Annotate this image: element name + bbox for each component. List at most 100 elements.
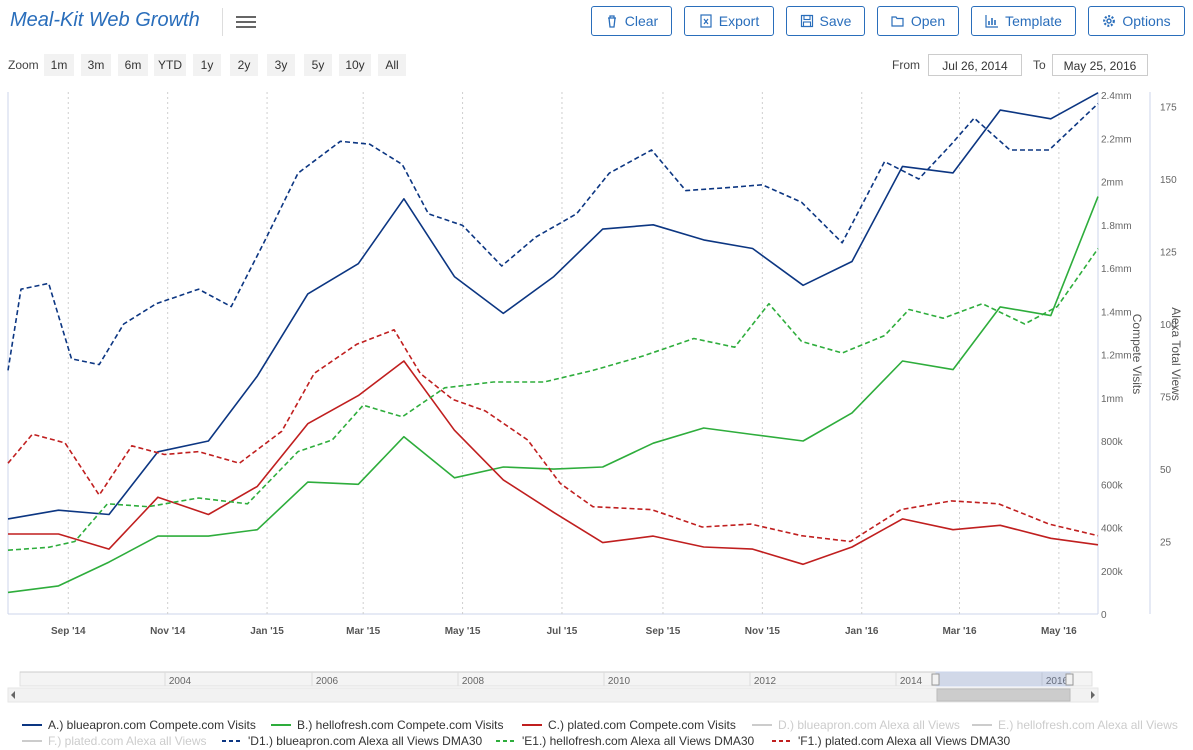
- legend-item-a[interactable]: A.) blueapron.com Compete.com Visits: [22, 718, 256, 732]
- legend-item-e-hidden[interactable]: E.) hellofresh.com Alexa all Views: [972, 718, 1178, 732]
- zoom-bar: Zoom 1m 3m 6m YTD 1y 2y 3y 5y 10y All Fr…: [0, 52, 1193, 78]
- legend-label: E.) hellofresh.com Alexa all Views: [998, 718, 1178, 732]
- top-bar: Meal-Kit Web Growth Clear Export Save Op…: [0, 0, 1193, 44]
- y-right-tick-label: 25: [1160, 538, 1172, 549]
- legend-label: 'F1.) plated.com Alexa all Views DMA30: [798, 734, 1011, 748]
- chart-legend: A.) blueapron.com Compete.com Visits B.)…: [0, 716, 1193, 750]
- x-tick-label: May '16: [1041, 626, 1077, 637]
- open-button-label: Open: [910, 13, 946, 29]
- y-left-tick-label: 400k: [1101, 524, 1124, 535]
- y-left-tick-label: 800k: [1101, 437, 1124, 448]
- navigator: 2004 2006 2008 2010 2012 2014 2016: [7, 671, 1099, 703]
- y-left-tick-label: 2mm: [1101, 178, 1123, 189]
- legend-item-d1[interactable]: 'D1.) blueapron.com Alexa all Views DMA3…: [222, 734, 482, 748]
- zoom-5y-button[interactable]: 5y: [304, 54, 332, 76]
- legend-label: 'D1.) blueapron.com Alexa all Views DMA3…: [248, 734, 483, 748]
- app-title: Meal-Kit Web Growth: [10, 9, 200, 31]
- legend-item-e1[interactable]: 'E1.) hellofresh.com Alexa all Views DMA…: [496, 734, 754, 748]
- legend-swatch: [522, 724, 542, 726]
- zoom-2y-button[interactable]: 2y: [230, 54, 258, 76]
- legend-item-f-hidden[interactable]: F.) plated.com Alexa all Views: [22, 734, 207, 748]
- x-tick-label: Jul '15: [547, 626, 578, 637]
- y-left-tick-label: 2.4mm: [1101, 91, 1132, 102]
- legend-item-b[interactable]: B.) hellofresh.com Compete.com Visits: [271, 718, 504, 732]
- legend-label: A.) blueapron.com Compete.com Visits: [48, 718, 256, 732]
- folder-open-icon: [891, 16, 904, 27]
- template-button-label: Template: [1005, 13, 1062, 29]
- trash-icon: [607, 15, 616, 28]
- y-left-axis-title: Compete Visits: [1130, 314, 1144, 394]
- x-tick-label: Nov '15: [745, 626, 781, 637]
- y-left-tick-label: 1.6mm: [1101, 264, 1132, 275]
- export-button-label: Export: [718, 13, 760, 29]
- export-button[interactable]: Export: [684, 6, 774, 36]
- legend-swatch: [271, 724, 291, 726]
- from-date-input[interactable]: Jul 26, 2014: [928, 54, 1022, 76]
- legend-swatch: [752, 724, 772, 726]
- x-tick-label: Jan '15: [250, 626, 284, 637]
- y-left-tick-label: 0: [1101, 610, 1107, 621]
- scroll-left-arrow-icon[interactable]: [11, 691, 15, 699]
- save-button-label: Save: [819, 13, 852, 29]
- zoom-ytd-button[interactable]: YTD: [154, 54, 186, 76]
- from-label: From: [892, 58, 920, 72]
- legend-item-d-hidden[interactable]: D.) blueapron.com Alexa all Views: [752, 718, 960, 732]
- options-button[interactable]: Options: [1088, 6, 1185, 36]
- x-tick-label: May '15: [445, 626, 481, 637]
- scrollbar-track: [7, 687, 1099, 703]
- legend-label: D.) blueapron.com Alexa all Views: [778, 718, 960, 732]
- series-line-2: [8, 360, 1099, 566]
- series-line-1: [7, 196, 1099, 594]
- legend-swatch: [772, 740, 792, 742]
- divider: [222, 8, 223, 36]
- navigator-right-handle[interactable]: [1065, 673, 1074, 686]
- navigator-year-label: 2008: [462, 676, 485, 687]
- legend-item-c[interactable]: C.) plated.com Compete.com Visits: [522, 718, 736, 732]
- clear-button[interactable]: Clear: [591, 6, 672, 36]
- y-right-tick-label: 50: [1160, 465, 1172, 476]
- legend-label: F.) plated.com Alexa all Views: [48, 734, 207, 748]
- navigator-selection[interactable]: [935, 671, 1071, 687]
- navigator-left-handle[interactable]: [931, 673, 940, 686]
- legend-swatch: [972, 724, 992, 726]
- series-line-3: [7, 103, 1099, 371]
- to-date-input[interactable]: May 25, 2016: [1052, 54, 1148, 76]
- zoom-6m-button[interactable]: 6m: [118, 54, 148, 76]
- legend-item-f1[interactable]: 'F1.) plated.com Alexa all Views DMA30: [772, 734, 1010, 748]
- to-label: To: [1033, 58, 1046, 72]
- navigator-year-label: 2006: [316, 676, 339, 687]
- save-button[interactable]: Save: [786, 6, 865, 36]
- scroll-right-arrow-icon[interactable]: [1091, 691, 1095, 699]
- y-right-tick-label: 125: [1160, 248, 1177, 259]
- zoom-10y-button[interactable]: 10y: [339, 54, 371, 76]
- series-line-5: [7, 329, 1099, 543]
- y-right-axis-title: Alexa Total Views: [1169, 307, 1183, 401]
- hamburger-menu-icon[interactable]: [236, 13, 256, 31]
- zoom-all-button[interactable]: All: [378, 54, 406, 76]
- gear-icon: [1103, 15, 1116, 27]
- y-left-tick-label: 200k: [1101, 567, 1124, 578]
- navigator-year-label: 2012: [754, 676, 777, 687]
- x-tick-label: Nov '14: [150, 626, 186, 637]
- x-tick-label: Mar '15: [346, 626, 381, 637]
- zoom-1y-button[interactable]: 1y: [193, 54, 221, 76]
- x-tick-label: Mar '16: [942, 626, 977, 637]
- y-left-tick-label: 1mm: [1101, 394, 1123, 405]
- zoom-label: Zoom: [8, 58, 39, 72]
- legend-label: C.) plated.com Compete.com Visits: [548, 718, 736, 732]
- legend-swatch: [22, 724, 42, 726]
- zoom-3y-button[interactable]: 3y: [267, 54, 295, 76]
- zoom-3m-button[interactable]: 3m: [81, 54, 111, 76]
- template-button[interactable]: Template: [971, 6, 1076, 36]
- bar-chart-icon: [985, 15, 999, 28]
- legend-label: B.) hellofresh.com Compete.com Visits: [297, 718, 504, 732]
- legend-label: 'E1.) hellofresh.com Alexa all Views DMA…: [522, 734, 755, 748]
- series-line-0: [7, 92, 1099, 520]
- x-tick-label: Jan '16: [845, 626, 879, 637]
- scrollbar-thumb[interactable]: [936, 688, 1071, 702]
- open-button[interactable]: Open: [877, 6, 959, 36]
- y-right-tick-label: 150: [1160, 175, 1177, 186]
- zoom-1m-button[interactable]: 1m: [44, 54, 74, 76]
- x-tick-label: Sep '14: [51, 626, 86, 637]
- x-tick-label: Sep '15: [646, 626, 681, 637]
